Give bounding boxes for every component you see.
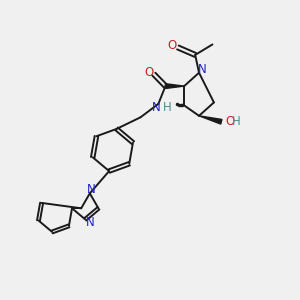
Text: H: H	[163, 101, 172, 114]
Text: N: N	[152, 101, 160, 114]
Polygon shape	[166, 84, 184, 88]
Polygon shape	[199, 116, 222, 124]
Text: O: O	[167, 40, 177, 52]
Text: O: O	[225, 115, 234, 128]
Text: O: O	[144, 66, 153, 79]
Text: N: N	[198, 63, 206, 76]
Text: N: N	[87, 183, 96, 196]
Text: N: N	[85, 216, 94, 229]
Text: H: H	[232, 115, 241, 128]
